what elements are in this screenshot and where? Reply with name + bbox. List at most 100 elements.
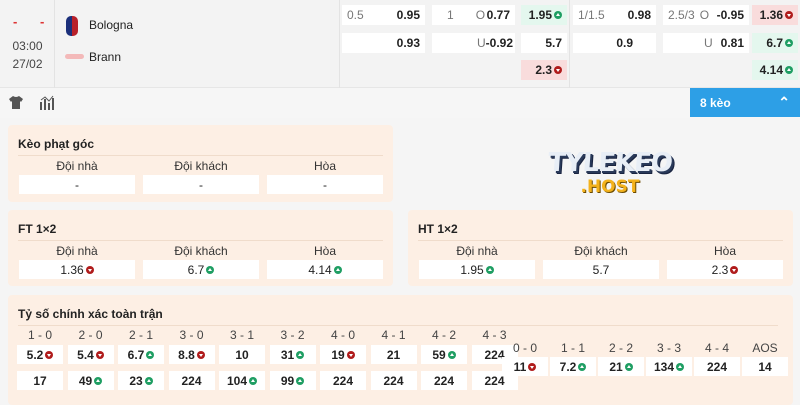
score-odd-cell[interactable]: 5.2 xyxy=(17,345,63,364)
score-odd-cell[interactable]: 224 xyxy=(320,371,366,390)
away-team[interactable]: Brann xyxy=(89,50,122,64)
odd: - xyxy=(75,177,79,192)
score-label: 1 - 1 xyxy=(560,341,585,355)
score-odd-cell[interactable]: 99 xyxy=(269,371,316,390)
stats-icon[interactable] xyxy=(40,95,56,110)
arrow-down-icon xyxy=(730,265,739,274)
brann-logo xyxy=(65,54,84,59)
arrow-up-icon xyxy=(206,265,215,274)
arrow-down-icon xyxy=(85,265,94,274)
hdp-ht-away[interactable]: 0.9 xyxy=(573,33,656,53)
arrow-down-icon xyxy=(528,362,537,371)
line: 2.5/3 xyxy=(668,8,695,22)
odd: 2.3 xyxy=(535,63,552,77)
odd-cell[interactable]: 1.95 xyxy=(419,260,535,279)
score-odd-cell[interactable]: 17 xyxy=(17,371,63,390)
ht-1x2-odd[interactable]: 5.7 xyxy=(521,33,567,53)
more-odds-button[interactable]: 8 kèo ⌃ xyxy=(690,88,800,117)
arrow-down-icon xyxy=(346,350,355,359)
odd: 0.98 xyxy=(627,8,651,22)
kickoff-date: 27/02 xyxy=(12,57,43,71)
arrow-down-icon xyxy=(45,350,54,359)
odd: 5.2 xyxy=(26,347,44,362)
score-label: 4 - 1 xyxy=(381,328,406,342)
column-header: Đội khách xyxy=(174,244,228,258)
odd-cell[interactable]: - xyxy=(143,175,259,194)
score-odd-cell[interactable]: 21 xyxy=(598,357,644,376)
arrow-up-icon xyxy=(785,66,793,74)
score-label: 4 - 2 xyxy=(431,328,456,342)
odd-cell[interactable]: 5.7 xyxy=(543,260,659,279)
score-odd-cell[interactable]: 19 xyxy=(320,345,366,364)
odd-cell[interactable]: 6.7 xyxy=(143,260,259,279)
ht-1x2-odd[interactable]: 1.95 xyxy=(521,5,567,25)
score-odd-cell[interactable]: 104 xyxy=(219,371,265,390)
panel-title: HT 1×2 xyxy=(418,222,458,236)
score-odd-cell[interactable]: 14 xyxy=(742,357,788,376)
hdp-ft-away[interactable]: 0.93 xyxy=(342,33,425,53)
column-header: Hòa xyxy=(313,159,336,173)
arrow-up-icon xyxy=(485,265,494,274)
score-odd-cell[interactable]: 8.8 xyxy=(168,345,215,364)
arrow-up-icon xyxy=(578,362,587,371)
score-odd-cell[interactable]: 134 xyxy=(646,357,692,376)
match-time: - - 03:00 27/02 xyxy=(0,0,55,88)
jersey-icon[interactable] xyxy=(9,96,23,109)
odd-cell[interactable]: - xyxy=(19,175,135,194)
odd: 21 xyxy=(609,359,623,374)
odd-cell[interactable]: 2.3 xyxy=(667,260,783,279)
odd: - xyxy=(199,177,203,192)
odd: 31 xyxy=(280,347,295,362)
kickoff-time: 03:00 xyxy=(12,39,43,53)
arrow-down-icon xyxy=(554,66,562,74)
ou-ht-under[interactable]: U 0.81 xyxy=(663,33,749,53)
odd-cell[interactable]: 4.14 xyxy=(267,260,383,279)
hdp-ht-home[interactable]: 1/1.5 0.98 xyxy=(573,5,656,25)
score-odd-cell[interactable]: 23 xyxy=(118,371,164,390)
home-team[interactable]: Bologna xyxy=(89,18,134,32)
odd: 0.81 xyxy=(720,36,744,50)
ft-1x2-odd[interactable]: 6.7 xyxy=(752,33,798,53)
odd: 7.2 xyxy=(559,359,577,374)
ou-ht-over[interactable]: 2.5/3 O -0.95 xyxy=(663,5,749,25)
score-odd-cell[interactable]: 224 xyxy=(370,371,417,390)
odd: 5.4 xyxy=(77,347,94,362)
score-odd-cell[interactable]: 7.2 xyxy=(550,357,596,376)
score-odd-cell[interactable]: 31 xyxy=(269,345,316,364)
score-label: 0 - 0 xyxy=(512,341,537,355)
odd: 17 xyxy=(33,373,47,388)
ft-1x2-odd[interactable]: 1.36 xyxy=(752,5,798,25)
score-label: 4 - 4 xyxy=(704,341,729,355)
score-odd-cell[interactable]: 11 xyxy=(502,357,548,376)
score-odd-cell[interactable]: 10 xyxy=(219,345,265,364)
score-odd-cell[interactable]: 224 xyxy=(694,357,740,376)
score-odd-cell[interactable]: 6.7 xyxy=(118,345,164,364)
under-label: U xyxy=(704,36,713,50)
corner-panel: Kèo phạt góc Đội nhà - Đội khách - Hòa - xyxy=(8,125,393,202)
score-odd-cell[interactable]: 5.4 xyxy=(67,345,114,364)
score-label: AOS xyxy=(752,341,778,355)
bologna-logo xyxy=(66,16,78,36)
ou-ft-under[interactable]: U -0.92 xyxy=(432,33,515,53)
ft-1x2-odd[interactable]: 4.14 xyxy=(752,60,798,80)
odd-cell[interactable]: - xyxy=(267,175,383,194)
ht-1x2-odd[interactable]: 2.3 xyxy=(521,60,567,80)
odd: 224 xyxy=(484,347,505,362)
odd-cell[interactable]: 1.36 xyxy=(19,260,135,279)
score-odd-cell[interactable]: 59 xyxy=(421,345,467,364)
ou-ft-over[interactable]: 1 O 0.77 xyxy=(432,5,515,25)
odd: 10 xyxy=(235,347,249,362)
odd: 0.95 xyxy=(396,8,420,22)
score-odd-cell[interactable]: 21 xyxy=(370,345,417,364)
score-label: 3 - 0 xyxy=(179,328,204,342)
score-odd-cell[interactable]: 49 xyxy=(67,371,114,390)
odd: 6.7 xyxy=(187,262,205,277)
score-odd-cell[interactable]: 224 xyxy=(168,371,215,390)
score-label: 2 - 0 xyxy=(78,328,103,342)
arrow-up-icon xyxy=(146,350,155,359)
arrow-up-icon xyxy=(554,11,562,19)
odd: 0.93 xyxy=(396,36,420,50)
score-odd-cell[interactable]: 224 xyxy=(421,371,467,390)
hdp-ft-home[interactable]: 0.5 0.95 xyxy=(342,5,425,25)
arrow-up-icon xyxy=(144,376,153,385)
